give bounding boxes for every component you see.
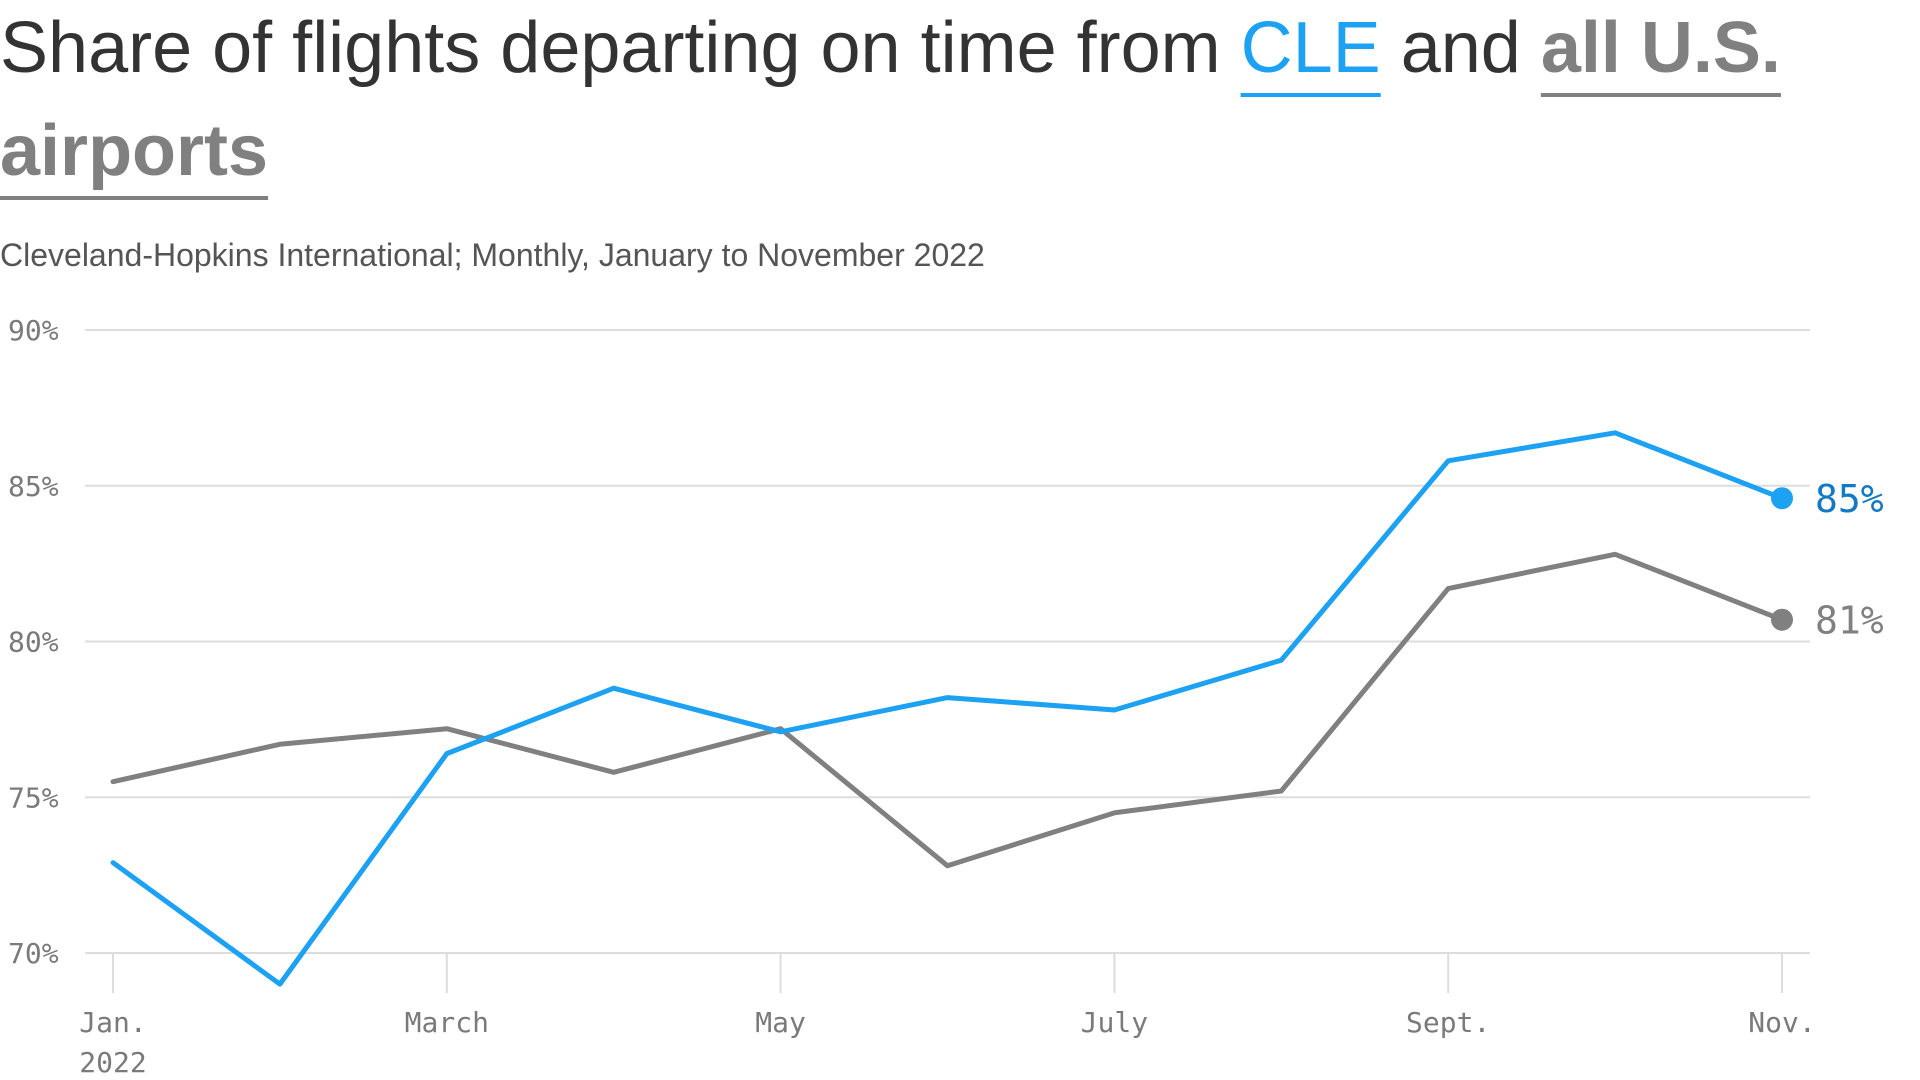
y-tick-label-70: 70% — [8, 937, 59, 970]
series-lines — [110, 430, 1793, 987]
y-tick-label-90: 90% — [8, 314, 59, 347]
x-tick-label-6: July — [1081, 1006, 1148, 1039]
x-tick-label-4: May — [755, 1006, 806, 1039]
title-prefix: Share of flights departing on time from — [0, 8, 1241, 88]
end-label-us: 81% — [1815, 599, 1884, 643]
end-label-cle: 85% — [1815, 477, 1884, 521]
x-tick-sublabel-0: 2022 — [79, 1046, 146, 1079]
grid-lines — [85, 329, 1810, 954]
title-middle: and — [1381, 8, 1541, 88]
end-labels: 81% 85% — [1815, 477, 1884, 642]
series-endpoint-us — [1771, 608, 1793, 631]
x-tick-label-8: Sept. — [1406, 1006, 1490, 1039]
y-tick-label-75: 75% — [8, 781, 59, 814]
series-line-us — [110, 551, 1785, 869]
series-line-cle — [110, 430, 1785, 987]
x-axis-ticks: Jan. 2022 March May July Sept. Nov. — [79, 953, 1816, 1079]
y-axis-ticks: 90% 85% 80% 75% 70% — [8, 314, 59, 970]
title-cle-key: CLE — [1241, 8, 1381, 88]
y-tick-label-85: 85% — [8, 470, 59, 503]
x-tick-label-0: Jan. — [79, 1006, 146, 1039]
title-us-key-part-2: airports — [0, 111, 268, 191]
x-tick-label-10: Nov. — [1748, 1006, 1815, 1039]
title-us-key-part-1: all U.S. — [1541, 8, 1781, 88]
chart-title-line-2: airports — [0, 111, 268, 191]
x-tick-label-2: March — [405, 1006, 489, 1039]
chart-title-line-1: Share of flights departing on time from … — [0, 8, 1781, 88]
y-tick-label-80: 80% — [8, 626, 59, 659]
title-key-underlines — [0, 93, 1781, 200]
series-endpoint-cle — [1771, 487, 1793, 510]
chart-subtitle: Cleveland-Hopkins International; Monthly… — [0, 237, 985, 273]
